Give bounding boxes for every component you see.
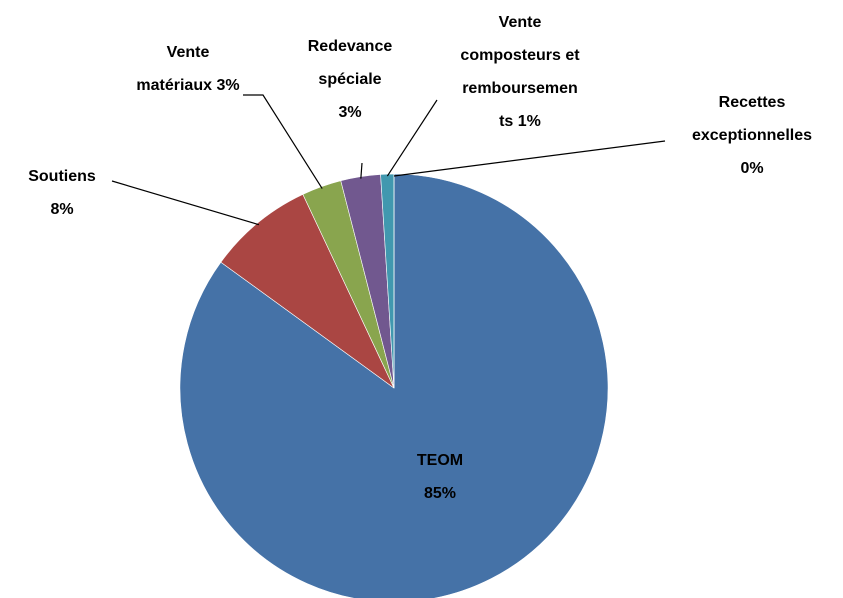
data-label: Redevance spéciale 3% (306, 30, 394, 129)
leader-line (360, 162, 363, 179)
leader-line (243, 94, 323, 189)
leader-line (111, 180, 260, 226)
leader-line (393, 140, 666, 177)
category-label: Soutiens (28, 167, 96, 185)
percent-label: 0% (740, 159, 764, 177)
pie-slice (179, 173, 609, 598)
data-label: TEOM 85% (405, 444, 475, 510)
data-label: Vente composteurs et remboursements 1% (460, 6, 580, 138)
percent-label: 3% (216, 76, 240, 94)
percent-label: 85% (423, 484, 457, 502)
category-label: Vente matériaux (136, 43, 212, 94)
category-label: Redevance spéciale (307, 37, 393, 88)
data-label: Soutiens 8% (20, 160, 105, 226)
data-label: Recettes exceptionnelles 0% (685, 86, 820, 185)
category-label: TEOM (416, 451, 464, 469)
leader-line (386, 99, 438, 177)
data-label: Vente matériaux 3% (128, 36, 248, 102)
percent-label: 3% (338, 103, 362, 121)
percent-label: 8% (50, 200, 74, 218)
percent-label: 1% (517, 112, 541, 130)
category-label: Recettes exceptionnelles (691, 93, 813, 144)
pie-slice (220, 193, 395, 389)
category-label: Vente composteurs et remboursements (460, 13, 580, 130)
